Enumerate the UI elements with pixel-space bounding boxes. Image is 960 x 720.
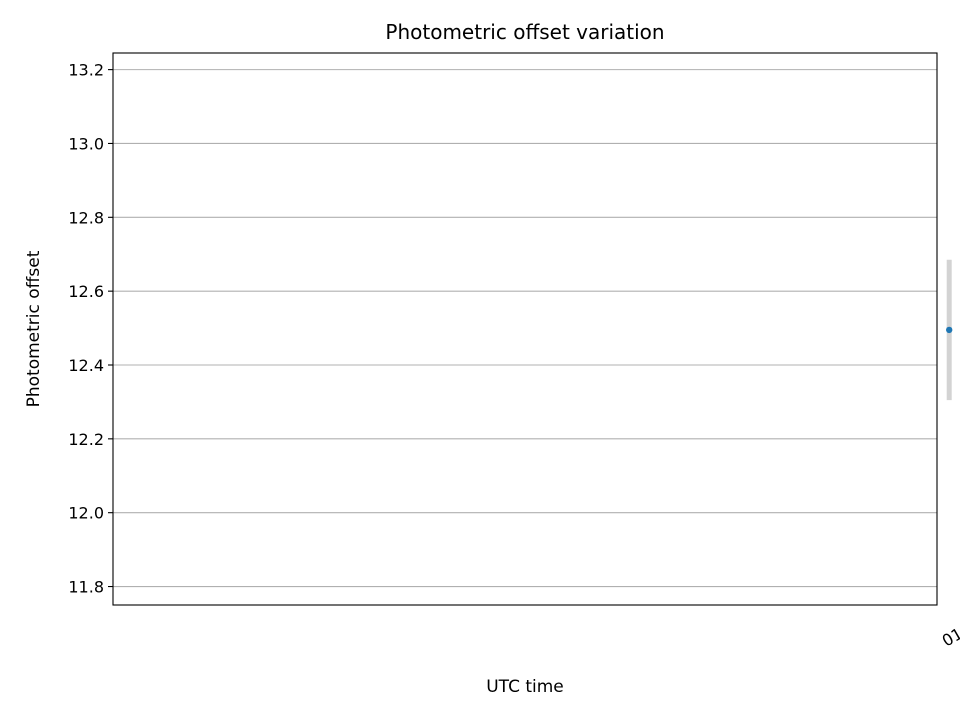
x-axis-title: UTC time bbox=[486, 677, 564, 697]
y-tick-label: 12.4 bbox=[68, 356, 104, 375]
y-tick-label: 12.0 bbox=[68, 504, 104, 523]
y-tick-label: 11.8 bbox=[68, 578, 104, 597]
y-axis-ticks: 11.8 12.0 12.2 12.4 12.6 12.8 13.0 13.2 bbox=[68, 61, 113, 597]
y-tick-label: 12.8 bbox=[68, 208, 104, 227]
grid-lines bbox=[113, 69, 937, 588]
y-tick-label: 12.2 bbox=[68, 430, 104, 449]
y-axis-title: Photometric offset bbox=[24, 250, 44, 407]
data-points bbox=[945, 326, 953, 334]
y-tick-label: 12.6 bbox=[68, 282, 104, 301]
y-tick-label: 13.2 bbox=[68, 61, 104, 80]
y-tick-label: 13.0 bbox=[68, 134, 104, 153]
plot-frame bbox=[112, 52, 938, 606]
data-point bbox=[945, 326, 953, 334]
chart-title: Photometric offset variation bbox=[385, 20, 664, 44]
